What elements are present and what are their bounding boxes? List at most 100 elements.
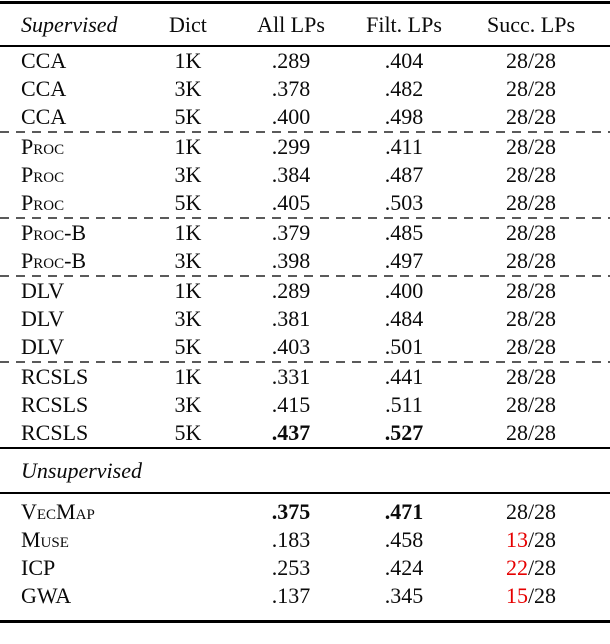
filt-lps-value: .400 [384, 278, 424, 303]
all-lps-cell: .289 [226, 277, 356, 305]
method-name: Proc-B [21, 220, 87, 245]
table-row: DLV 3K .381 .484 28/28 [0, 305, 610, 333]
method-cell: RCSLS [0, 363, 150, 391]
succ-lps-numerator: 28 [505, 392, 528, 417]
all-lps-cell: .183 [226, 526, 356, 554]
succ-lps-cell: 28/28 [452, 219, 610, 247]
dict-size: 5K [174, 104, 202, 129]
succ-lps-denominator: /28 [527, 278, 557, 303]
method-name: RCSLS [21, 420, 89, 445]
succ-lps-cell: 28/28 [452, 46, 610, 75]
dict-cell: 5K [150, 333, 226, 361]
succ-lps-numerator: 15 [505, 583, 528, 608]
filt-lps-value: .503 [384, 190, 424, 215]
succ-lps-numerator: 28 [505, 248, 528, 273]
table-row: ICP .253 .424 22/28 [0, 554, 610, 582]
succ-lps-denominator: /28 [527, 190, 557, 215]
all-lps-value: .331 [271, 364, 311, 389]
method-cell: RCSLS [0, 419, 150, 448]
dict-cell: 5K [150, 419, 226, 448]
method-name: Muse [21, 527, 69, 552]
all-lps-cell: .137 [226, 582, 356, 622]
filt-lps-value: .527 [384, 420, 424, 445]
dict-size: 1K [174, 278, 202, 303]
all-lps-value: .289 [271, 278, 311, 303]
col-header-supervised: Supervised [0, 3, 150, 47]
filt-lps-value: .501 [384, 334, 424, 359]
dashed-separator-cell [0, 131, 610, 133]
table-row: CCA 1K .289 .404 28/28 [0, 46, 610, 75]
succ-lps-cell: 28/28 [452, 75, 610, 103]
method-name: DLV [21, 334, 65, 359]
method-name: Proc [21, 190, 65, 215]
dict-cell: 3K [150, 305, 226, 333]
all-lps-value: .415 [271, 392, 311, 417]
succ-lps-denominator: /28 [527, 583, 557, 608]
succ-lps-cell: 22/28 [452, 554, 610, 582]
dashed-rule [0, 361, 610, 363]
all-lps-value: .183 [271, 527, 311, 552]
succ-lps-numerator: 28 [505, 104, 528, 129]
dashed-separator [0, 217, 610, 219]
method-cell: DLV [0, 305, 150, 333]
supervised-section-label: Supervised [21, 11, 118, 37]
succ-lps-cell: 28/28 [452, 363, 610, 391]
all-lps-cell: .403 [226, 333, 356, 361]
method-cell: DLV [0, 333, 150, 361]
method-name: Proc-B [21, 248, 87, 273]
succ-lps-denominator: /28 [527, 76, 557, 101]
table-row: GWA .137 .345 15/28 [0, 582, 610, 622]
filt-lps-value: .487 [384, 162, 424, 187]
all-lps-value: .289 [271, 48, 311, 73]
succ-lps-cell: 28/28 [452, 161, 610, 189]
succ-lps-denominator: /28 [527, 555, 557, 580]
filt-lps-value: .404 [384, 48, 424, 73]
dict-cell: 1K [150, 277, 226, 305]
dict-size: 1K [174, 134, 202, 159]
succ-lps-denominator: /28 [527, 392, 557, 417]
table-row: RCSLS 3K .415 .511 28/28 [0, 391, 610, 419]
dict-size: 3K [174, 76, 202, 101]
dict-size: 3K [174, 306, 202, 331]
method-cell: ICP [0, 554, 150, 582]
dict-cell [150, 493, 226, 526]
unsupervised-rows-body: VecMap .375 .471 28/28 Muse .183 .458 13… [0, 493, 610, 622]
succ-lps-denominator: /28 [527, 306, 557, 331]
col-header-all-lps: All LPs [257, 11, 325, 37]
succ-lps-numerator: 22 [505, 555, 528, 580]
filt-lps-value: .511 [385, 392, 423, 417]
succ-lps-numerator: 28 [505, 162, 528, 187]
succ-lps-numerator: 28 [505, 499, 528, 524]
dict-size: 1K [174, 48, 202, 73]
dashed-separator-cell [0, 275, 610, 277]
succ-lps-cell: 28/28 [452, 103, 610, 131]
all-lps-value: .403 [271, 334, 311, 359]
header-row: Supervised Dict All LPs Filt. LPs Succ. … [0, 3, 610, 47]
dict-size: 5K [174, 420, 202, 445]
supervised-rows-body: CCA 1K .289 .404 28/28 CCA 3K .378 .482 … [0, 46, 610, 448]
all-lps-value: .375 [271, 499, 311, 524]
method-name: GWA [21, 583, 72, 608]
filt-lps-cell: .498 [356, 103, 452, 131]
all-lps-cell: .331 [226, 363, 356, 391]
method-name: RCSLS [21, 364, 89, 389]
succ-lps-numerator: 28 [505, 420, 528, 445]
succ-lps-numerator: 28 [505, 334, 528, 359]
dashed-separator [0, 275, 610, 277]
dict-cell: 1K [150, 46, 226, 75]
all-lps-value: .398 [271, 248, 311, 273]
method-name: VecMap [21, 499, 95, 524]
succ-lps-denominator: /28 [527, 420, 557, 445]
filt-lps-cell: .404 [356, 46, 452, 75]
col-header-succ-lps: Succ. LPs [487, 11, 575, 37]
all-lps-value: .379 [271, 220, 311, 245]
table-row: CCA 5K .400 .498 28/28 [0, 103, 610, 131]
table-row: DLV 5K .403 .501 28/28 [0, 333, 610, 361]
filt-lps-value: .458 [384, 527, 424, 552]
succ-lps-denominator: /28 [527, 134, 557, 159]
filt-lps-cell: .471 [356, 493, 452, 526]
succ-lps-cell: 28/28 [452, 189, 610, 217]
filt-lps-cell: .497 [356, 247, 452, 275]
dict-cell: 1K [150, 219, 226, 247]
dashed-rule [0, 217, 610, 219]
